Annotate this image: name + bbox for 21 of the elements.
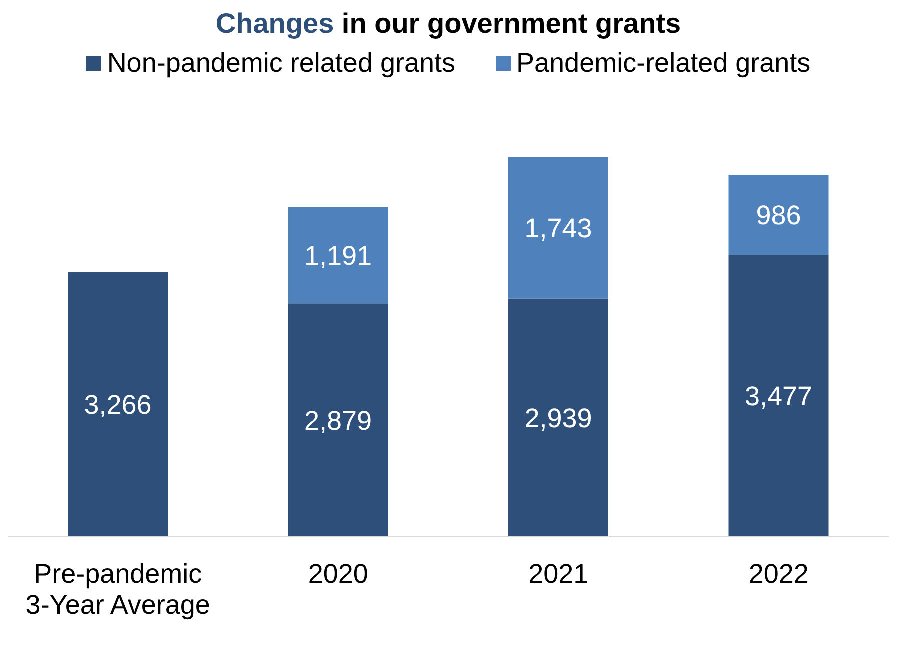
data-label: 986	[756, 200, 802, 231]
bar	[68, 272, 168, 537]
data-label: 2,939	[524, 403, 592, 434]
data-label: 2,879	[304, 406, 372, 436]
data-label: 1,191	[304, 240, 372, 271]
x-tick-label: 2021	[528, 559, 589, 589]
bar	[728, 255, 829, 537]
bar	[728, 175, 829, 256]
x-tick-label: 2022	[748, 559, 809, 589]
chart-title: Changes in our government grants	[216, 8, 682, 39]
bar	[288, 304, 388, 537]
x-tick-label: Pre-pandemic 3-Year Average	[26, 559, 210, 620]
data-label: 1,743	[524, 214, 592, 244]
bar	[508, 157, 608, 299]
legend-label: Pandemic-related grants	[516, 48, 811, 79]
data-label: 3,266	[84, 390, 152, 420]
legend-label: Non-pandemic related grants	[107, 48, 456, 79]
x-tick-label: 2020	[308, 559, 368, 589]
bar	[288, 206, 388, 304]
data-label: 3,477	[744, 382, 813, 412]
bar	[508, 298, 608, 537]
